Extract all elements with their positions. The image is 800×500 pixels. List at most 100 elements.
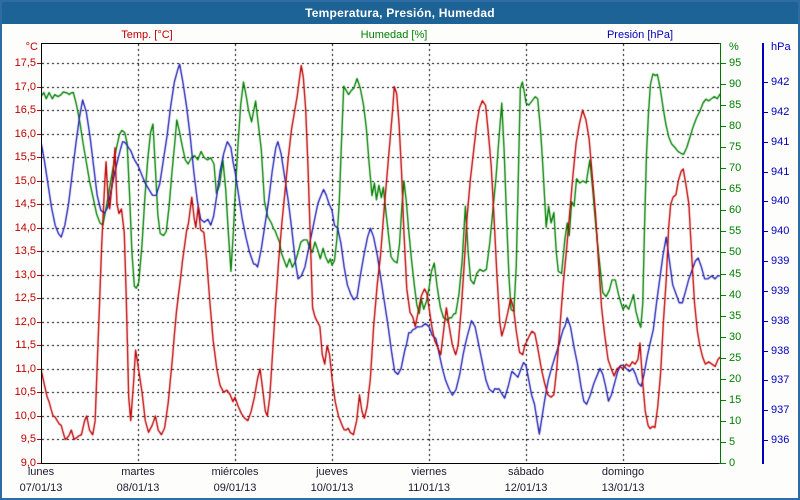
day-name-label: martes — [121, 466, 155, 478]
tick-mark — [37, 392, 41, 393]
tick-mark — [721, 231, 726, 232]
day-date-label: 07/01/13 — [19, 482, 63, 494]
day-date-label: 10/01/13 — [310, 482, 354, 494]
tick-label: 90 — [729, 78, 742, 90]
day-name-label: viernes — [411, 466, 447, 478]
tick-label: 95 — [729, 57, 742, 69]
tick-label: 15 — [729, 394, 742, 406]
tick-mark — [37, 110, 41, 111]
day-date-label: 11/01/13 — [407, 482, 450, 494]
day-name-label: domingo — [601, 466, 645, 478]
tick-label: 9,0 — [20, 457, 36, 469]
day-name-label: miércoles — [211, 466, 259, 478]
legend-pressure-label: Presión [hPa] — [606, 29, 674, 41]
tick-mark — [37, 251, 41, 252]
tick-label: 20 — [729, 373, 742, 385]
tick-label: 14,5 — [14, 198, 36, 210]
tick-label: 10 — [729, 415, 742, 427]
tick-label: 16,5 — [14, 104, 36, 116]
pressure-axis-line — [762, 43, 764, 464]
tick-mark — [721, 84, 726, 85]
day-name-label: lunes — [27, 466, 55, 478]
tick-mark — [764, 172, 768, 173]
plot-bottom-border — [41, 463, 721, 464]
tick-mark — [37, 416, 41, 417]
tick-mark — [37, 181, 41, 182]
day-name-label: sábado — [507, 466, 545, 478]
tick-label: 85 — [729, 99, 742, 111]
tick-label: 12,0 — [14, 316, 36, 328]
tick-mark — [721, 463, 726, 464]
temp-axis-line — [41, 43, 42, 464]
tick-label: 55 — [729, 225, 742, 237]
tick-label: 14,0 — [14, 222, 36, 234]
tick-mark — [764, 380, 768, 381]
day-date-label: 12/01/13 — [504, 482, 548, 494]
tick-mark — [721, 337, 726, 338]
tick-label: 940 — [771, 225, 790, 237]
day-name-label: jueves — [316, 466, 348, 478]
tick-mark — [721, 442, 726, 443]
tick-label: 30 — [729, 331, 742, 343]
tick-mark — [37, 345, 41, 346]
tick-label: 65 — [729, 183, 742, 195]
tick-mark — [721, 168, 726, 169]
humidity-axis-line — [719, 43, 721, 464]
tick-label: 35 — [729, 310, 742, 322]
tick-mark — [721, 189, 726, 190]
tick-label: 937 — [771, 404, 790, 416]
tick-label: 75 — [729, 141, 742, 153]
tick-label: 939 — [771, 285, 790, 297]
legend-temp-label: Temp. [°C] — [121, 29, 173, 41]
temp-axis-unit: °C — [25, 41, 38, 53]
tick-label: 70 — [729, 162, 742, 174]
tick-mark — [37, 204, 41, 205]
tick-label: 40 — [729, 289, 742, 301]
tick-mark — [721, 316, 726, 317]
tick-label: 50 — [729, 246, 742, 258]
tick-mark — [764, 440, 768, 441]
tick-mark — [37, 275, 41, 276]
tick-mark — [721, 421, 726, 422]
tick-mark — [37, 63, 41, 64]
tick-mark — [721, 252, 726, 253]
pressure-axis-unit: hPa — [771, 41, 791, 53]
day-date-label: 08/01/13 — [116, 482, 160, 494]
tick-label: 15,0 — [14, 175, 36, 187]
day-date-label: 13/01/13 — [601, 482, 645, 494]
day-date-label: 09/01/13 — [213, 482, 257, 494]
tick-mark — [37, 228, 41, 229]
tick-mark — [721, 274, 726, 275]
tick-mark — [764, 112, 768, 113]
tick-label: 12,5 — [14, 292, 36, 304]
tick-mark — [37, 134, 41, 135]
humidity-axis-unit: % — [729, 41, 739, 53]
tick-label: 16,0 — [14, 128, 36, 140]
tick-mark — [721, 63, 726, 64]
chart-canvas — [42, 44, 720, 463]
tick-mark — [764, 410, 768, 411]
tick-mark — [721, 295, 726, 296]
tick-label: 25 — [729, 352, 742, 364]
tick-label: 10,0 — [14, 410, 36, 422]
tick-label: 13,0 — [14, 269, 36, 281]
tick-mark — [721, 210, 726, 211]
tick-label: 9,5 — [20, 433, 36, 445]
tick-mark — [37, 369, 41, 370]
tick-mark — [764, 291, 768, 292]
tick-mark — [764, 142, 768, 143]
legend-humidity-label: Humedad [%] — [360, 29, 428, 41]
tick-mark — [764, 201, 768, 202]
tick-mark — [721, 105, 726, 106]
tick-label: 0 — [729, 457, 736, 469]
tick-mark — [37, 87, 41, 88]
tick-mark — [721, 379, 726, 380]
tick-label: 942 — [771, 76, 790, 88]
tick-label: 45 — [729, 268, 742, 280]
tick-label: 80 — [729, 120, 742, 132]
tick-label: 11,0 — [15, 363, 36, 375]
tick-label: 15,5 — [14, 151, 36, 163]
tick-mark — [721, 400, 726, 401]
tick-label: 941 — [771, 166, 790, 178]
tick-mark — [721, 358, 726, 359]
